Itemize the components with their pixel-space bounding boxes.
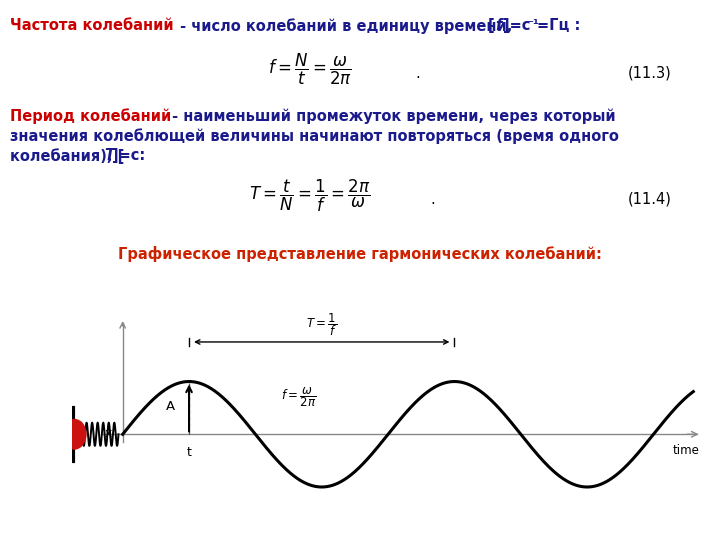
Text: =Гц :: =Гц : [537,18,580,33]
Text: (11.3): (11.3) [628,66,672,81]
Text: (11.4): (11.4) [628,192,672,207]
Text: ]=с:: ]=с: [112,148,145,163]
Text: колебания), [: колебания), [ [10,148,125,164]
Text: - наименьший промежуток времени, через который: - наименьший промежуток времени, через к… [167,108,616,124]
Text: Графическое представление гармонических колебаний:: Графическое представление гармонических … [118,246,602,262]
Text: f: f [495,18,501,33]
Text: $f = \dfrac{\omega}{2\pi}$: $f = \dfrac{\omega}{2\pi}$ [281,386,316,409]
Text: [: [ [488,18,495,33]
Text: .: . [430,192,435,207]
Text: t: t [186,446,192,459]
Text: Период колебаний: Период колебаний [10,108,171,124]
Text: $T = \dfrac{1}{f}$: $T = \dfrac{1}{f}$ [306,311,338,338]
Text: - число колебаний в единицу времени,: - число колебаний в единицу времени, [175,18,518,33]
Text: $T = \dfrac{t}{N} = \dfrac{1}{f} = \dfrac{2\pi}{\omega}$: $T = \dfrac{t}{N} = \dfrac{1}{f} = \dfra… [249,178,371,214]
Text: Частота колебаний: Частота колебаний [10,18,174,33]
Circle shape [63,420,86,449]
Text: ⁻¹: ⁻¹ [526,18,539,31]
Text: time: time [672,444,699,457]
Text: x: x [104,427,112,440]
Text: T: T [104,148,114,163]
Text: ]=с: ]=с [503,18,531,33]
Text: значения колеблющей величины начинают повторяться (время одного: значения колеблющей величины начинают по… [10,128,619,144]
Text: $f = \dfrac{N}{t} = \dfrac{\omega}{2\pi}$: $f = \dfrac{N}{t} = \dfrac{\omega}{2\pi}… [268,52,352,87]
Text: .: . [415,66,420,81]
Text: A: A [166,400,174,413]
